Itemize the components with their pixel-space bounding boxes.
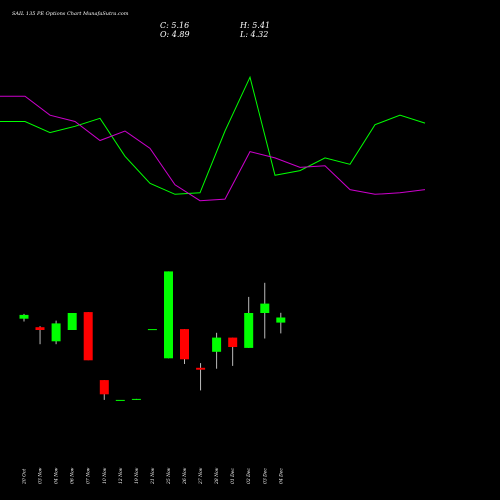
candle-body — [276, 317, 286, 323]
candle — [83, 312, 93, 361]
candle — [276, 312, 286, 334]
green-indicator-line — [0, 75, 426, 195]
candle-body — [19, 314, 29, 319]
candle-body — [196, 367, 206, 370]
open-value-label: O: 4.89 — [160, 30, 190, 39]
x-tick-label: 21 Nov — [150, 467, 156, 485]
x-tick-label: 27 Nov — [198, 467, 204, 485]
x-tick-label: 04 Dec — [278, 468, 284, 484]
x-tick-label: 20 Oct — [22, 469, 28, 485]
indicator-lines — [0, 75, 426, 202]
x-tick-label: 03 Dec — [262, 468, 268, 484]
candle — [99, 380, 109, 400]
candle-body — [83, 312, 93, 361]
candle-body — [244, 313, 254, 348]
x-tick-label: 06 Nov — [70, 467, 76, 484]
x-tick-label: 25 Nov — [166, 467, 172, 485]
x-tick-label: 04 Nov — [54, 467, 60, 484]
candle — [244, 296, 254, 348]
close-value-label: C: 5.16 — [160, 21, 189, 30]
candle — [260, 282, 270, 339]
candle — [131, 398, 141, 400]
high-value-label: H: 5.41 — [239, 21, 270, 30]
candle — [67, 313, 77, 330]
candle-body — [228, 337, 238, 347]
candle — [147, 329, 157, 331]
low-value-label: L: 4.32 — [239, 30, 268, 39]
chart-title: SAIL 135 PE Options Chart MunafaSutra.co… — [12, 11, 129, 17]
x-axis-tick-labels: 20 Oct 03 Nov 04 Nov 06 Nov 07 Nov 10 Nov 12 N… — [22, 467, 285, 485]
candle-body — [180, 329, 189, 360]
candle — [180, 329, 189, 364]
candle-body — [35, 327, 45, 330]
x-tick-label: 10 Nov — [102, 467, 108, 484]
x-tick-label: 26 Nov — [182, 467, 188, 485]
x-tick-label: 12 Nov — [118, 467, 124, 484]
candle-body — [131, 398, 141, 400]
candlestick-series — [19, 271, 286, 401]
candle-body — [212, 337, 222, 352]
x-tick-label: 01 Dec — [230, 468, 236, 484]
candle — [35, 326, 45, 345]
x-tick-label: 02 Dec — [246, 468, 252, 484]
candle — [19, 313, 29, 322]
candle-body — [147, 329, 157, 331]
candle-body — [51, 323, 61, 342]
purple-indicator-line — [0, 95, 426, 202]
x-tick-label: 03 Nov — [38, 467, 44, 484]
candle-body — [164, 271, 173, 359]
candle — [212, 332, 222, 369]
candle-body — [99, 380, 109, 395]
candle — [51, 320, 61, 345]
candle — [228, 337, 238, 366]
candle — [115, 399, 125, 401]
candle-body — [115, 399, 125, 401]
candle — [196, 363, 206, 391]
candle-body — [260, 303, 270, 313]
x-tick-label: 28 Nov — [214, 467, 220, 485]
x-tick-label: 19 Nov — [134, 467, 140, 484]
candle-body — [67, 313, 77, 330]
candle — [164, 271, 173, 359]
x-tick-label: 07 Nov — [86, 467, 92, 484]
